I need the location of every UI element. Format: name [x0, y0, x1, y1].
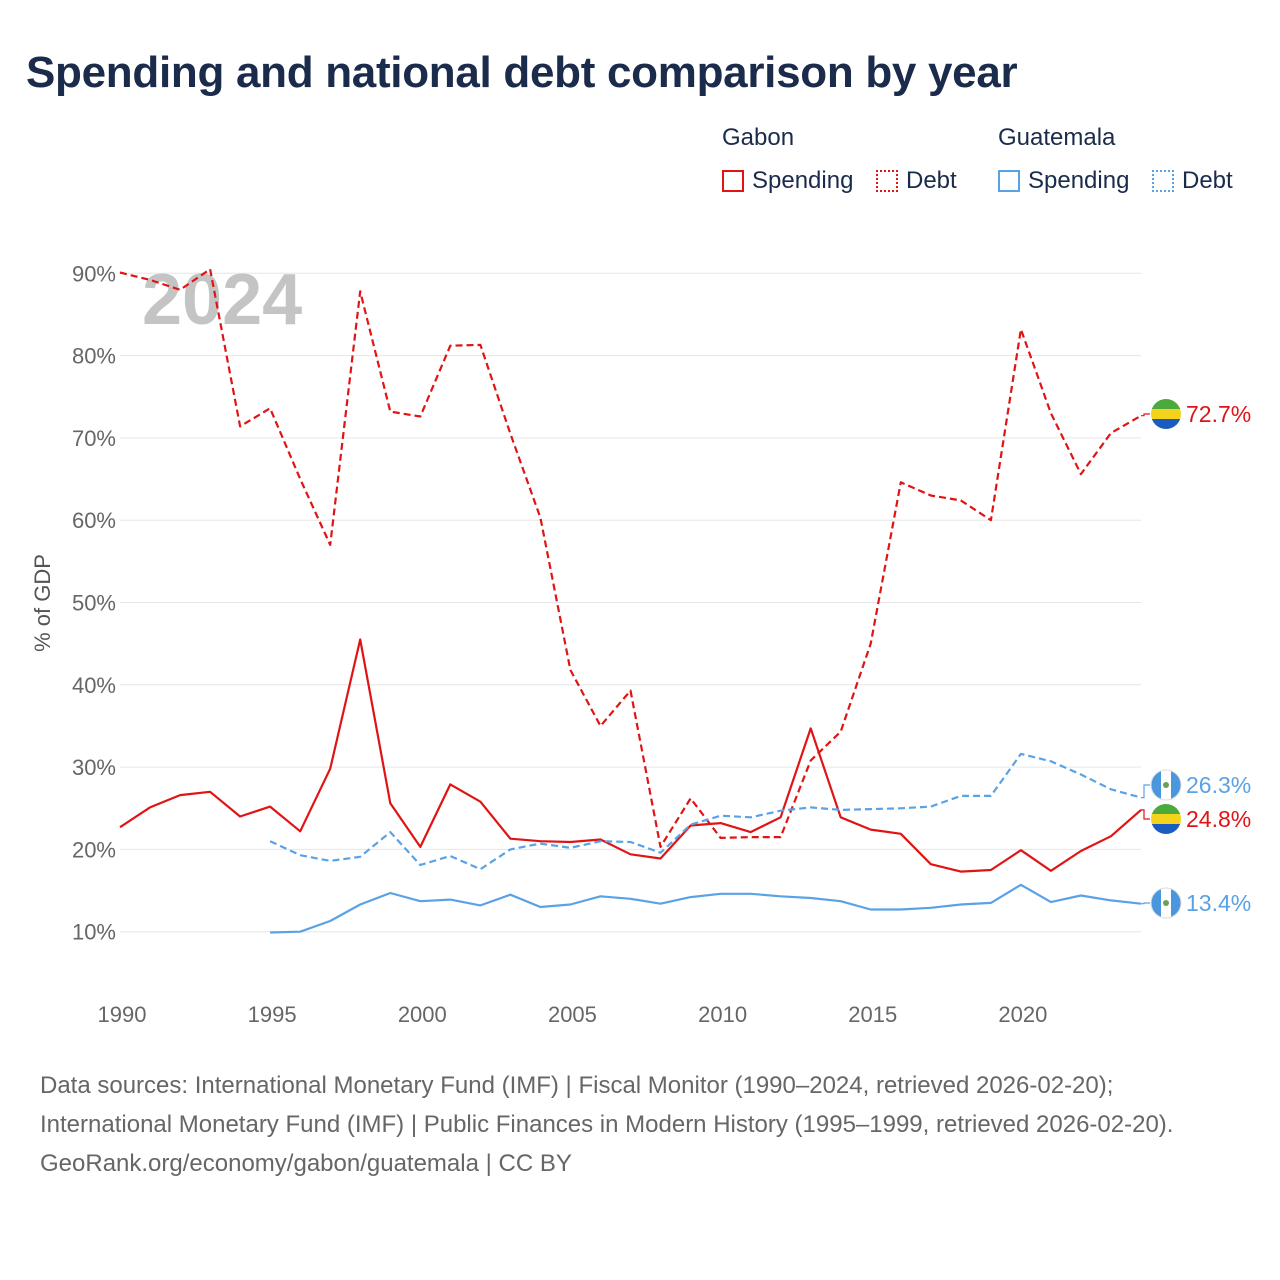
y-tick-label: 70%: [72, 426, 116, 451]
guatemala-debt-end-label: 26.3%: [1186, 772, 1251, 798]
x-tick-label: 2005: [548, 1002, 597, 1027]
y-tick-label: 10%: [72, 920, 116, 945]
x-axis-ticks: 1990 1995 2000 2005 2010 2015 2020: [98, 1002, 1048, 1027]
gabon-debt-line: [119, 268, 1142, 849]
x-tick-label: 2000: [398, 1002, 447, 1027]
legend-guatemala-debt[interactable]: Debt: [1152, 166, 1233, 196]
guatemala-flag-icon: [1150, 769, 1182, 801]
legend-label-gabon-spending: Spending: [752, 167, 854, 194]
x-tick-label: 2015: [848, 1002, 897, 1027]
end-label-connector: [1141, 902, 1150, 905]
guatemala-flag-icon: [1150, 887, 1182, 919]
legend-swatch-guatemala-spending: [998, 170, 1020, 192]
legend-guatemala-spending[interactable]: Spending: [998, 166, 1129, 196]
y-tick-label: 30%: [72, 755, 116, 780]
gabon-debt-end-label: 72.7%: [1186, 401, 1251, 427]
line-chart: 10% 20% 30% 40% 50% 60% 70% 80% 90% 1990 1995 2000…: [30, 260, 1251, 1027]
guatemala-spending-line: [270, 883, 1142, 934]
legend-gabon-spending[interactable]: Spending: [722, 166, 853, 196]
end-label-connector: [1141, 413, 1150, 417]
legend-group-gabon: Gabon: [722, 124, 795, 151]
gabon-flag-icon: [1151, 804, 1181, 834]
guatemala-spending-end-label: 13.4%: [1186, 890, 1251, 916]
chart-title: Spending and national debt comparison by…: [26, 48, 1018, 97]
y-tick-label: 60%: [72, 508, 116, 533]
y-tick-label: 90%: [72, 261, 116, 286]
sources-footer: Data sources: International Monetary Fun…: [40, 1066, 1240, 1183]
end-labels: 72.7% 24.8% 26.3% 13.4%: [1141, 401, 1251, 916]
guatemala-debt-line: [269, 752, 1142, 871]
y-tick-label: 20%: [72, 837, 116, 862]
legend-label-guatemala-debt: Debt: [1182, 167, 1233, 194]
x-tick-label: 1995: [248, 1002, 297, 1027]
x-tick-label: 1990: [98, 1002, 147, 1027]
y-tick-label: 40%: [72, 673, 116, 698]
y-axis-label: % of GDP: [30, 554, 55, 652]
end-label-connector: [1141, 784, 1150, 799]
attribution-link[interactable]: GeoRank.org/economy/gabon/guatemala | CC…: [40, 1150, 572, 1177]
grid-lines: [120, 272, 1141, 933]
legend-gabon-debt[interactable]: Debt: [876, 166, 957, 196]
sources-text: Data sources: International Monetary Fun…: [40, 1072, 1174, 1138]
legend-label-gabon-debt: Debt: [906, 167, 957, 194]
series-lines: [119, 268, 1142, 934]
legend-swatch-guatemala-debt: [1152, 170, 1174, 192]
x-tick-label: 2010: [698, 1002, 747, 1027]
y-tick-label: 50%: [72, 591, 116, 616]
legend-swatch-gabon-spending: [722, 170, 744, 192]
gabon-spending-end-label: 24.8%: [1186, 806, 1251, 832]
legend-group-guatemala: Guatemala: [998, 124, 1116, 151]
gabon-spending-line: [119, 638, 1142, 873]
y-axis-ticks: 10% 20% 30% 40% 50% 60% 70% 80% 90%: [72, 261, 116, 944]
y-tick-label: 80%: [72, 344, 116, 369]
x-tick-label: 2020: [998, 1002, 1047, 1027]
gabon-flag-icon: [1151, 399, 1181, 429]
end-label-connector: [1141, 809, 1150, 820]
legend-label-guatemala-spending: Spending: [1028, 167, 1130, 194]
legend-swatch-gabon-debt: [876, 170, 898, 192]
